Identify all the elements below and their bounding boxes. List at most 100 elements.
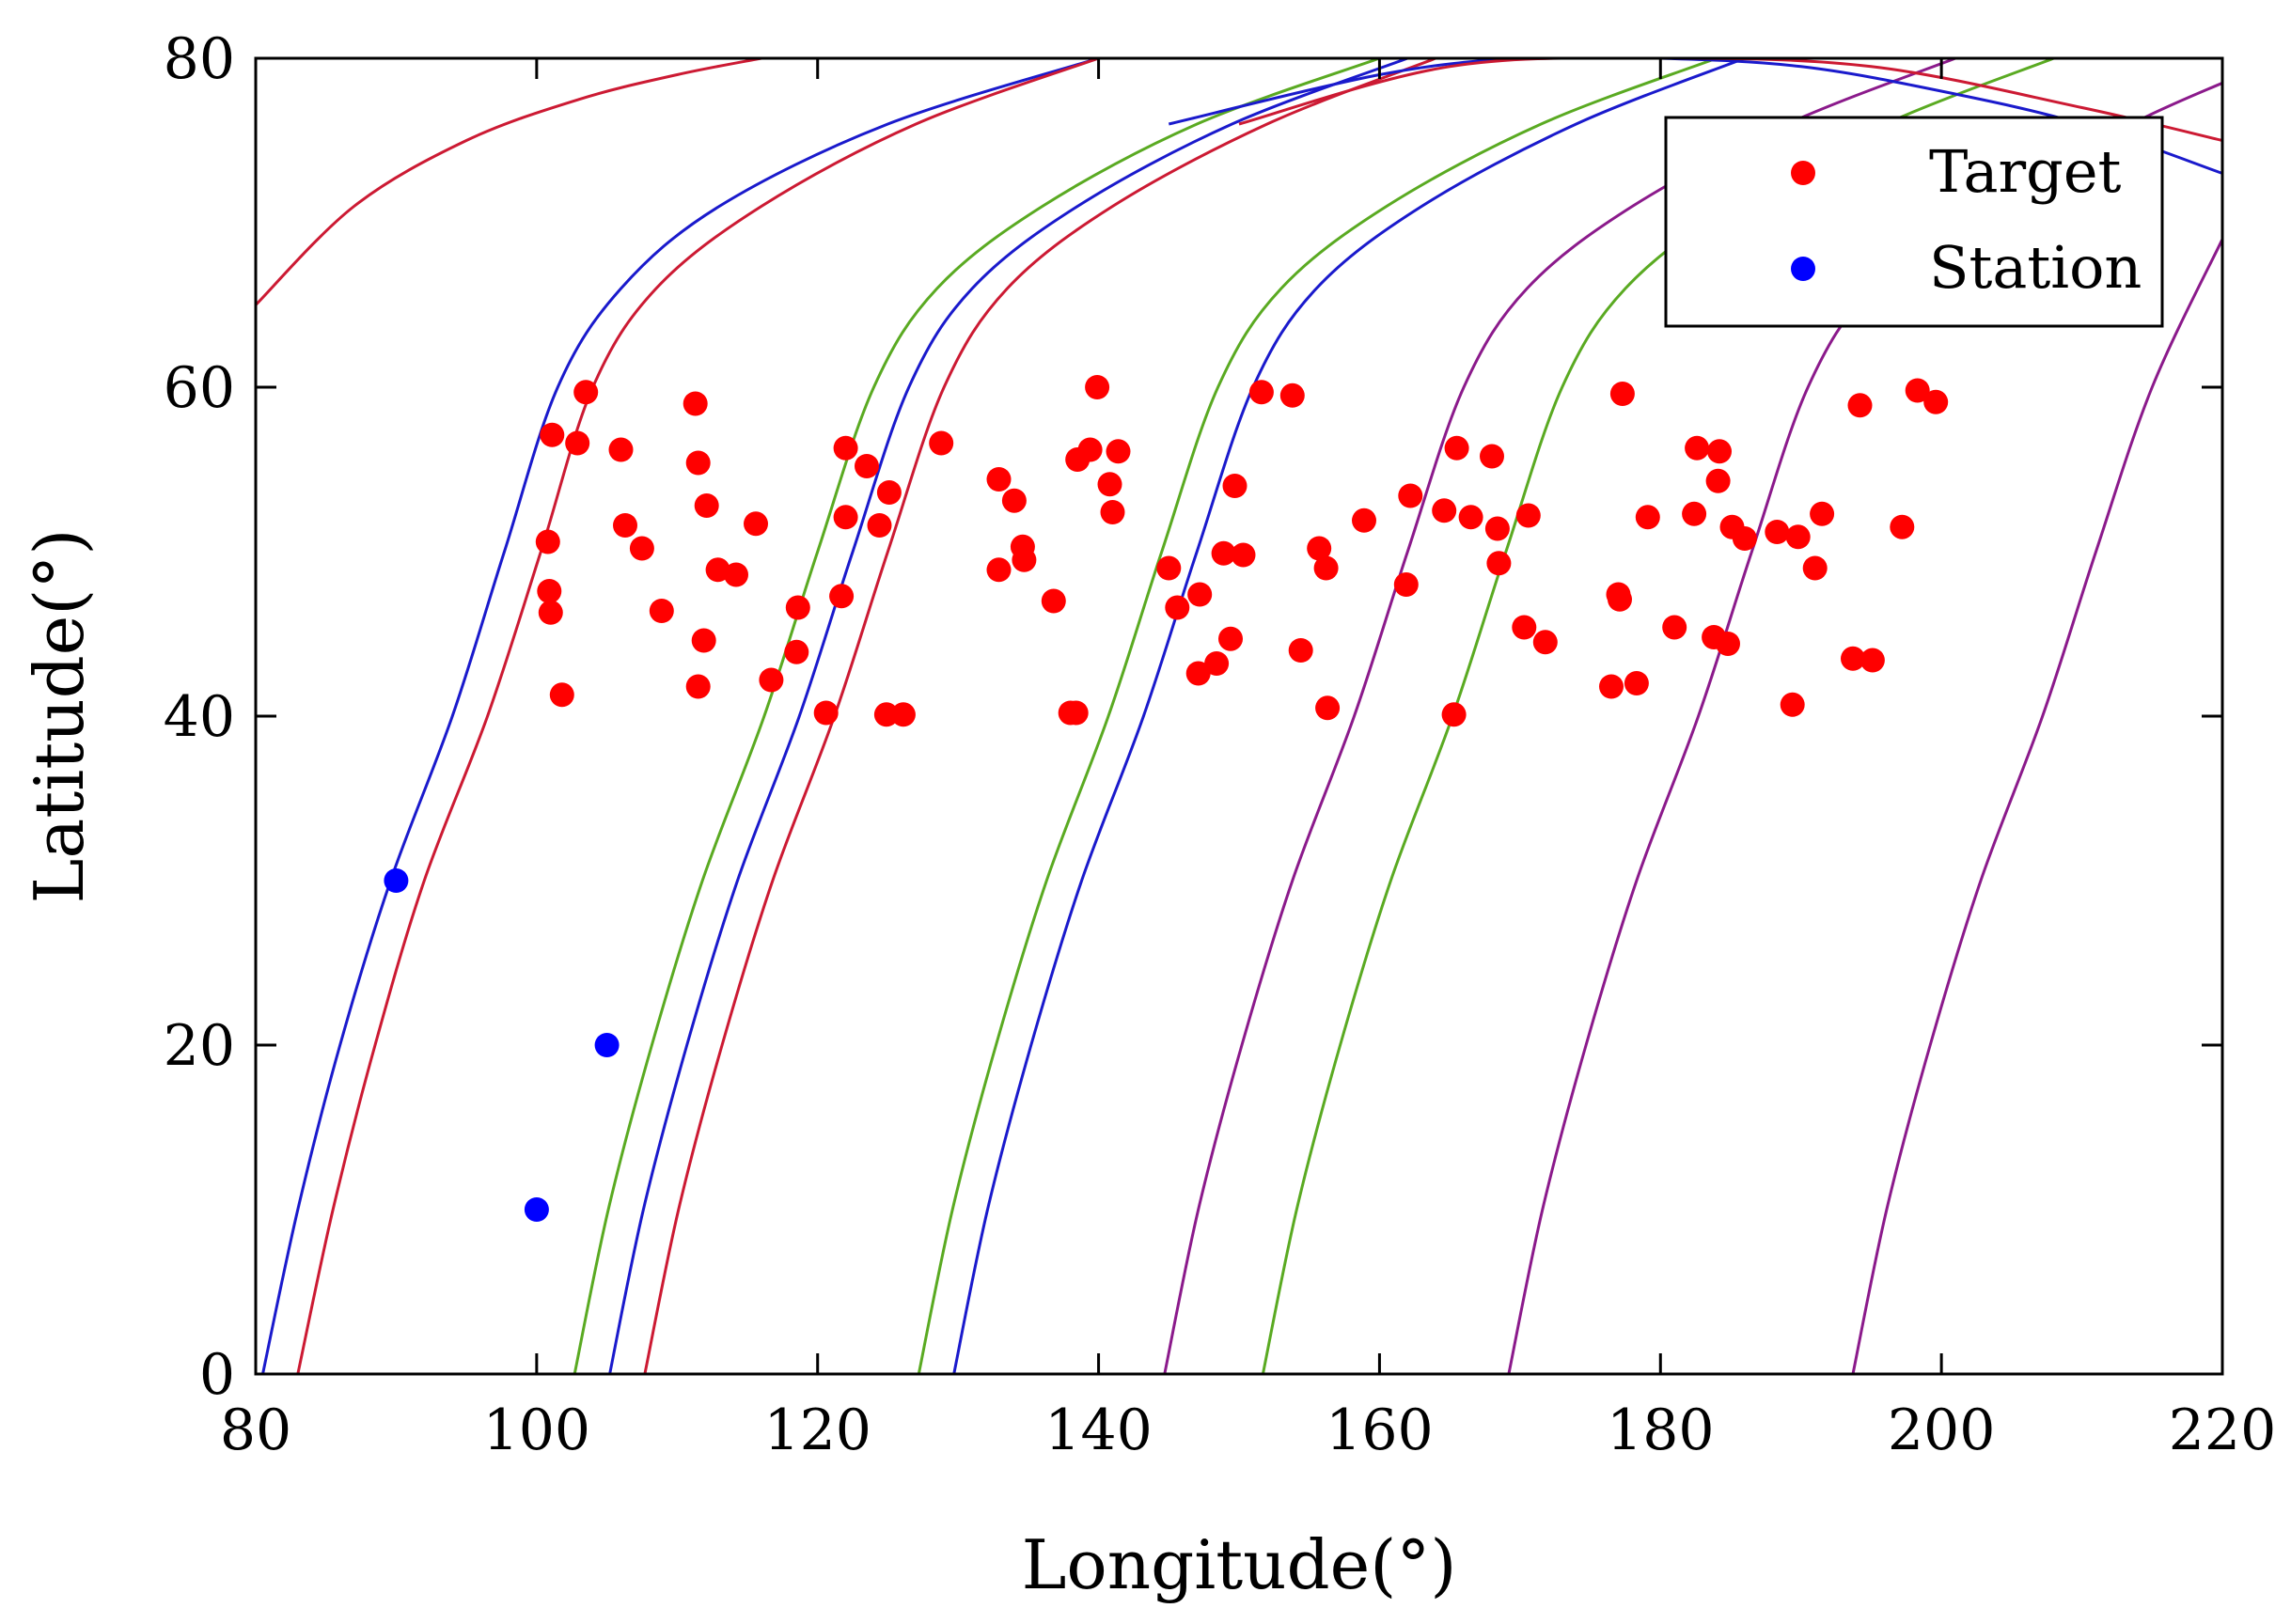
target-point-32 <box>986 467 1012 492</box>
x-tick-label-2: 120 <box>763 1398 871 1463</box>
target-point-53 <box>1222 474 1247 498</box>
track-line-7 <box>917 58 1718 1374</box>
target-point-48 <box>1187 582 1213 607</box>
target-point-19 <box>759 667 784 693</box>
target-point-99 <box>1923 389 1949 414</box>
target-point-85 <box>1707 439 1732 464</box>
target-point-46 <box>1156 555 1182 581</box>
x-tick-label-6: 200 <box>1888 1398 1996 1463</box>
target-point-36 <box>986 557 1012 583</box>
target-point-58 <box>1307 536 1332 561</box>
target-point-16 <box>744 511 768 537</box>
target-point-43 <box>1097 472 1122 497</box>
target-point-69 <box>1484 516 1510 541</box>
target-point-93 <box>1810 501 1835 526</box>
x-tick-label-4: 160 <box>1326 1398 1434 1463</box>
target-point-88 <box>1732 526 1757 551</box>
target-point-26 <box>855 454 879 478</box>
target-point-45 <box>1106 439 1131 464</box>
target-point-67 <box>1458 505 1483 530</box>
target-point-41 <box>1077 437 1103 462</box>
target-point-17 <box>691 628 716 653</box>
target-point-73 <box>1532 630 1558 655</box>
target-point-9 <box>535 529 560 554</box>
station-point-0 <box>384 868 409 893</box>
y-tick-label-0: 0 <box>199 1342 235 1408</box>
target-point-6 <box>694 493 719 518</box>
target-point-90 <box>1780 692 1805 717</box>
target-point-37 <box>1041 588 1066 614</box>
x-tick-label-1: 100 <box>483 1398 591 1463</box>
track-line-1 <box>261 58 1100 1374</box>
y-tick-label-3: 60 <box>164 355 235 421</box>
x-tick-label-3: 140 <box>1044 1398 1153 1463</box>
target-point-4 <box>683 391 708 416</box>
target-point-27 <box>867 513 892 538</box>
target-point-84 <box>1705 468 1731 493</box>
target-point-59 <box>1313 555 1339 581</box>
target-point-61 <box>1352 508 1376 533</box>
target-point-81 <box>1682 501 1707 526</box>
target-point-2 <box>565 430 590 456</box>
target-point-28 <box>876 480 902 505</box>
target-point-52 <box>1218 626 1243 651</box>
target-point-71 <box>1512 615 1537 640</box>
plot-frame <box>254 56 2224 1376</box>
legend-marker-target <box>1791 161 1815 185</box>
target-point-3 <box>608 437 634 462</box>
target-point-12 <box>549 682 574 708</box>
target-point-65 <box>1441 702 1467 727</box>
target-point-0 <box>573 380 599 405</box>
target-point-74 <box>1599 674 1624 699</box>
target-point-7 <box>613 513 637 538</box>
track-line-2 <box>296 58 1100 1374</box>
track-line-8 <box>952 58 1746 1374</box>
target-point-29 <box>873 702 899 727</box>
target-point-35 <box>1012 547 1037 572</box>
target-point-44 <box>1100 500 1125 524</box>
legend-label-target: Target <box>1929 137 2122 206</box>
x-axis-title: Longitude(°) <box>1022 1525 1457 1604</box>
y-tick-label-2: 40 <box>164 684 235 750</box>
target-point-66 <box>1444 435 1469 461</box>
target-point-80 <box>1662 615 1687 640</box>
target-point-64 <box>1432 498 1457 523</box>
y-axis-title: Latitude(°) <box>20 529 99 904</box>
target-point-25 <box>833 505 858 530</box>
x-tick-label-7: 220 <box>2169 1398 2277 1463</box>
target-point-79 <box>1635 505 1660 530</box>
scatter-points <box>384 375 1949 1222</box>
target-point-1 <box>540 422 565 447</box>
target-point-82 <box>1685 435 1710 461</box>
target-point-24 <box>833 435 858 461</box>
target-point-72 <box>1515 503 1541 528</box>
target-point-18 <box>685 674 711 699</box>
target-point-50 <box>1204 651 1230 676</box>
y-tick-label-4: 80 <box>164 26 235 92</box>
target-point-70 <box>1486 551 1512 576</box>
target-point-56 <box>1279 383 1305 408</box>
target-point-21 <box>785 595 810 620</box>
target-point-33 <box>1001 488 1027 513</box>
target-point-31 <box>929 430 954 456</box>
target-point-47 <box>1165 595 1190 620</box>
target-point-54 <box>1231 542 1256 568</box>
x-tick-label-5: 180 <box>1607 1398 1715 1463</box>
target-point-8 <box>629 536 654 561</box>
target-point-86 <box>1716 632 1740 656</box>
target-point-51 <box>1211 540 1236 566</box>
target-point-20 <box>784 639 809 664</box>
target-point-68 <box>1480 444 1504 469</box>
track-line-3 <box>256 58 762 306</box>
target-point-49 <box>1185 661 1211 686</box>
legend-marker-station <box>1791 257 1815 281</box>
track-line-4 <box>573 58 1380 1374</box>
target-point-91 <box>1785 524 1811 550</box>
target-point-39 <box>1063 700 1089 726</box>
target-point-97 <box>1890 514 1915 539</box>
target-point-96 <box>1859 648 1885 673</box>
target-point-30 <box>890 702 916 727</box>
target-point-63 <box>1398 483 1423 508</box>
station-point-1 <box>594 1033 620 1057</box>
